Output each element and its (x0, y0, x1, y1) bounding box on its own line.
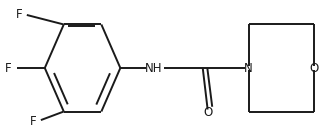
Text: F: F (30, 115, 37, 128)
Text: F: F (5, 61, 11, 75)
Text: NH: NH (145, 61, 163, 75)
Text: O: O (203, 106, 212, 119)
Text: F: F (16, 8, 23, 21)
Text: N: N (244, 61, 253, 75)
Text: O: O (309, 61, 318, 75)
